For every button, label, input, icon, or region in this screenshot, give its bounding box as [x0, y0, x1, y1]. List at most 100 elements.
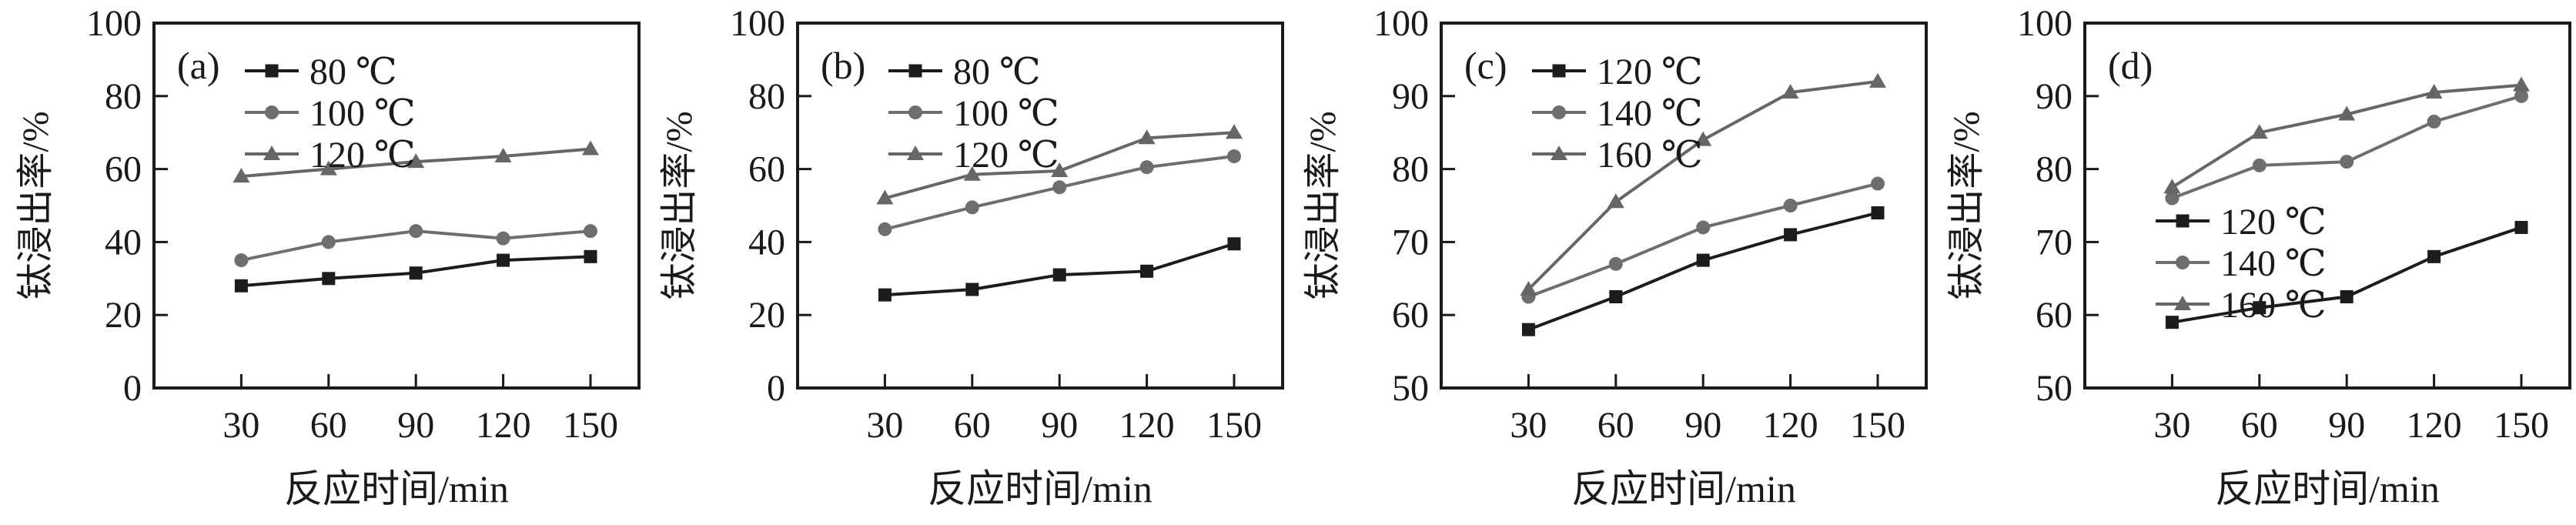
series-line-triangle	[2171, 83, 2522, 189]
y-tick-label: 80	[748, 76, 785, 117]
data-point-triangle	[2513, 76, 2530, 92]
data-point-square	[1871, 206, 1885, 219]
legend-marker-circle	[265, 105, 279, 119]
x-axis-title: 反应时间/min	[928, 467, 1153, 510]
data-point-triangle	[2250, 124, 2268, 139]
panel-label: (a)	[177, 44, 220, 87]
data-point-circle	[2252, 158, 2267, 172]
data-point-triangle	[319, 160, 337, 176]
legend-marker-square	[265, 64, 279, 78]
y-tick-label: 0	[767, 368, 785, 409]
data-point-square	[1227, 237, 1241, 251]
data-point-triangle	[963, 166, 981, 181]
x-tick-label: 120	[2407, 405, 2462, 446]
legend-marker-triangle	[2174, 296, 2191, 310]
x-tick-label: 120	[1763, 405, 1818, 446]
y-tick-label: 0	[123, 368, 142, 409]
data-point-square	[497, 253, 510, 267]
y-tick-label: 50	[2036, 368, 2073, 409]
legend-marker-circle	[2176, 256, 2190, 269]
x-tick-label: 90	[1041, 405, 1078, 446]
plot-border	[2083, 22, 2571, 390]
data-point-circle	[965, 200, 979, 215]
data-point-circle	[584, 224, 597, 239]
x-tick-label: 60	[1597, 405, 1634, 446]
y-axis-title: 钛浸出率/%	[1303, 111, 1343, 299]
y-tick-label: 40	[748, 222, 785, 262]
x-tick-label: 90	[397, 405, 434, 446]
legend-label: 120 ℃	[309, 135, 416, 176]
x-tick-label: 30	[2153, 405, 2190, 446]
data-point-triangle	[1138, 129, 1156, 145]
x-tick-label: 90	[1684, 405, 1721, 446]
data-point-triangle	[407, 153, 425, 169]
data-point-square	[878, 288, 892, 302]
data-point-circle	[878, 222, 892, 236]
y-tick-label: 90	[1392, 76, 1429, 117]
x-axis-title: 反应时间/min	[284, 467, 509, 510]
data-point-square	[1052, 268, 1066, 282]
data-point-square	[2340, 290, 2354, 303]
data-point-triangle	[1520, 281, 1537, 296]
x-tick-label: 60	[310, 405, 347, 446]
data-point-square	[2253, 301, 2267, 315]
y-tick-label: 80	[1392, 149, 1429, 190]
y-tick-label: 100	[86, 3, 142, 44]
data-point-triangle	[2338, 105, 2356, 121]
data-point-triangle	[233, 168, 250, 183]
x-tick-label: 150	[563, 405, 618, 446]
panel-d: 50 60 70 80 90 100 30 60 90 120 150 (d) 120 ℃ 140 ℃ 16…	[1931, 0, 2574, 525]
data-point-circle	[234, 253, 249, 268]
data-point-circle	[1871, 176, 1885, 191]
panel-a: 0 20 40 60 80 100 30 60 90 120 150 (a) 80 ℃ 100 ℃ 120 …	[0, 0, 644, 525]
x-tick-label: 150	[1850, 405, 1905, 446]
y-tick-label: 20	[748, 295, 785, 336]
data-point-square	[1140, 264, 1154, 278]
legend-marker-triangle	[907, 145, 924, 160]
legend-label: 160 ℃	[2220, 285, 2327, 326]
y-tick-label: 60	[2036, 295, 2073, 336]
plot-border	[796, 22, 1284, 390]
legend-label: 120 ℃	[1597, 52, 1703, 92]
data-point-square	[2165, 316, 2179, 329]
y-tick-label: 100	[2017, 3, 2073, 44]
data-point-triangle	[494, 148, 512, 163]
series-line-circle	[1527, 182, 1878, 299]
y-tick-label: 100	[1373, 3, 1429, 44]
x-tick-label: 60	[954, 405, 991, 446]
x-axis-title: 反应时间/min	[1571, 467, 1796, 510]
legend-label: 140 ℃	[1597, 93, 1703, 134]
y-axis-title: 钛浸出率/%	[15, 111, 56, 299]
data-point-square	[1521, 323, 1535, 336]
y-tick-label: 70	[2036, 222, 2073, 262]
data-point-circle	[2340, 155, 2354, 169]
panel-c: 50 60 70 80 90 100 30 60 90 120 150 (c) 120 ℃ 140 ℃ 16…	[1287, 0, 1931, 525]
data-point-square	[234, 279, 248, 293]
legend-marker-circle	[1552, 105, 1566, 119]
x-tick-label: 150	[1206, 405, 1262, 446]
plot-border	[1440, 22, 1928, 390]
data-point-triangle	[1781, 84, 1799, 99]
x-tick-label: 60	[2241, 405, 2278, 446]
legend-marker-circle	[908, 105, 922, 119]
data-point-square	[322, 272, 336, 286]
data-point-triangle	[2425, 84, 2443, 99]
data-point-circle	[321, 235, 336, 249]
x-tick-label: 90	[2328, 405, 2365, 446]
data-point-square	[2514, 220, 2528, 234]
data-point-triangle	[1869, 72, 1886, 88]
data-point-square	[584, 249, 597, 263]
x-axis-title: 反应时间/min	[2215, 467, 2440, 510]
data-point-square	[1696, 253, 1710, 267]
legend-marker-square	[2176, 214, 2190, 228]
data-point-triangle	[1226, 124, 1243, 139]
data-point-circle	[2514, 89, 2528, 103]
data-point-square	[2427, 249, 2441, 263]
data-point-circle	[1052, 180, 1067, 195]
legend-label: 120 ℃	[953, 135, 1059, 176]
y-tick-label: 40	[105, 222, 142, 262]
data-point-square	[965, 283, 979, 296]
